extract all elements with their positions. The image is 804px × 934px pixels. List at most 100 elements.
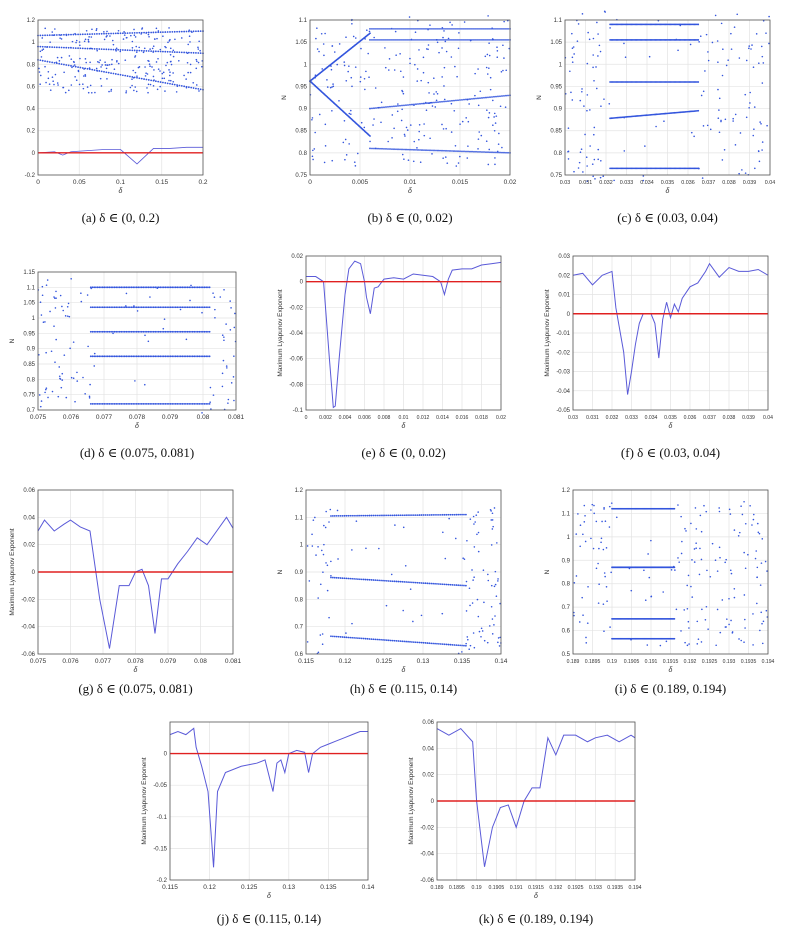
data-point (455, 513, 458, 516)
y-tick-label: 0.02 (291, 254, 303, 260)
x-tick-label: 0.039 (742, 415, 755, 421)
data-point (345, 36, 347, 38)
data-point (191, 286, 194, 289)
data-point (447, 149, 449, 152)
data-points (309, 15, 511, 167)
data-point (615, 167, 618, 170)
data-point (142, 330, 145, 333)
data-point (207, 330, 209, 333)
data-point (152, 51, 155, 53)
data-point (332, 83, 334, 85)
data-point (96, 330, 99, 333)
data-point (108, 402, 111, 405)
data-point (495, 595, 498, 598)
data-point (351, 636, 354, 639)
data-point (172, 49, 175, 52)
data-point (377, 147, 379, 150)
data-point (83, 40, 86, 43)
data-point (91, 28, 93, 31)
data-point (485, 66, 488, 69)
data-point (90, 36, 93, 38)
data-point (140, 306, 143, 309)
data-point (145, 355, 148, 358)
data-point (441, 643, 444, 646)
data-point (483, 639, 486, 642)
data-point (485, 151, 487, 153)
data-point (132, 355, 135, 358)
data-point (507, 27, 509, 30)
data-point (455, 584, 458, 586)
data-point (431, 149, 433, 152)
data-point (362, 637, 365, 640)
data-point (345, 636, 348, 639)
data-point (599, 50, 602, 53)
data-point (608, 102, 611, 105)
data-point (621, 39, 624, 41)
data-point (144, 75, 147, 77)
data-point (188, 306, 191, 309)
data-point (634, 39, 637, 41)
data-point (650, 539, 652, 542)
data-point (718, 97, 721, 100)
data-point (662, 81, 664, 83)
data-point (142, 51, 145, 54)
data-point (368, 30, 371, 33)
data-point (154, 80, 157, 83)
data-point (135, 45, 138, 48)
data-point (207, 355, 209, 358)
x-tick-label: 0.034 (640, 180, 653, 186)
data-point (350, 76, 353, 79)
data-point (686, 167, 688, 170)
data-point (52, 80, 54, 83)
data-point (190, 402, 192, 405)
data-point (93, 69, 96, 72)
data-point (157, 355, 160, 358)
data-point (728, 597, 730, 600)
data-point (169, 71, 171, 73)
data-point (646, 167, 649, 170)
data-point (696, 39, 698, 41)
data-point (428, 514, 431, 516)
data-point (689, 81, 692, 83)
data-point (60, 56, 63, 59)
data-point (764, 560, 767, 563)
data-point (499, 602, 501, 605)
data-point (181, 402, 184, 405)
data-point (369, 135, 371, 137)
data-point (616, 81, 619, 83)
data-point (488, 42, 490, 44)
data-point (328, 616, 330, 619)
data-point (316, 27, 318, 29)
data-point (454, 537, 457, 540)
data-point (677, 23, 680, 26)
data-point (93, 33, 96, 35)
data-point (113, 355, 116, 358)
data-point (465, 117, 467, 119)
data-point (355, 578, 357, 580)
data-point (761, 55, 764, 58)
data-point (491, 528, 494, 530)
data-point (459, 155, 461, 158)
data-point (70, 46, 72, 49)
data-point (493, 116, 495, 118)
data-point (384, 66, 387, 69)
data-point (118, 286, 121, 289)
y-tick-label: 1 (32, 316, 36, 322)
data-point (429, 24, 431, 26)
y-tick-label: 1.2 (562, 488, 571, 494)
data-point (394, 30, 397, 33)
data-point (67, 33, 70, 36)
data-point (115, 286, 118, 289)
data-point (149, 83, 152, 86)
data-point (387, 69, 390, 71)
data-point (402, 526, 405, 529)
data-point (640, 167, 643, 170)
data-point (51, 34, 54, 37)
data-point (675, 38, 678, 41)
x-tick-label: 0.08 (194, 658, 207, 665)
data-point (471, 569, 473, 571)
data-point (454, 65, 456, 68)
x-tick-label: 0.038 (723, 415, 736, 421)
data-point (384, 579, 386, 582)
data-point (106, 355, 109, 358)
